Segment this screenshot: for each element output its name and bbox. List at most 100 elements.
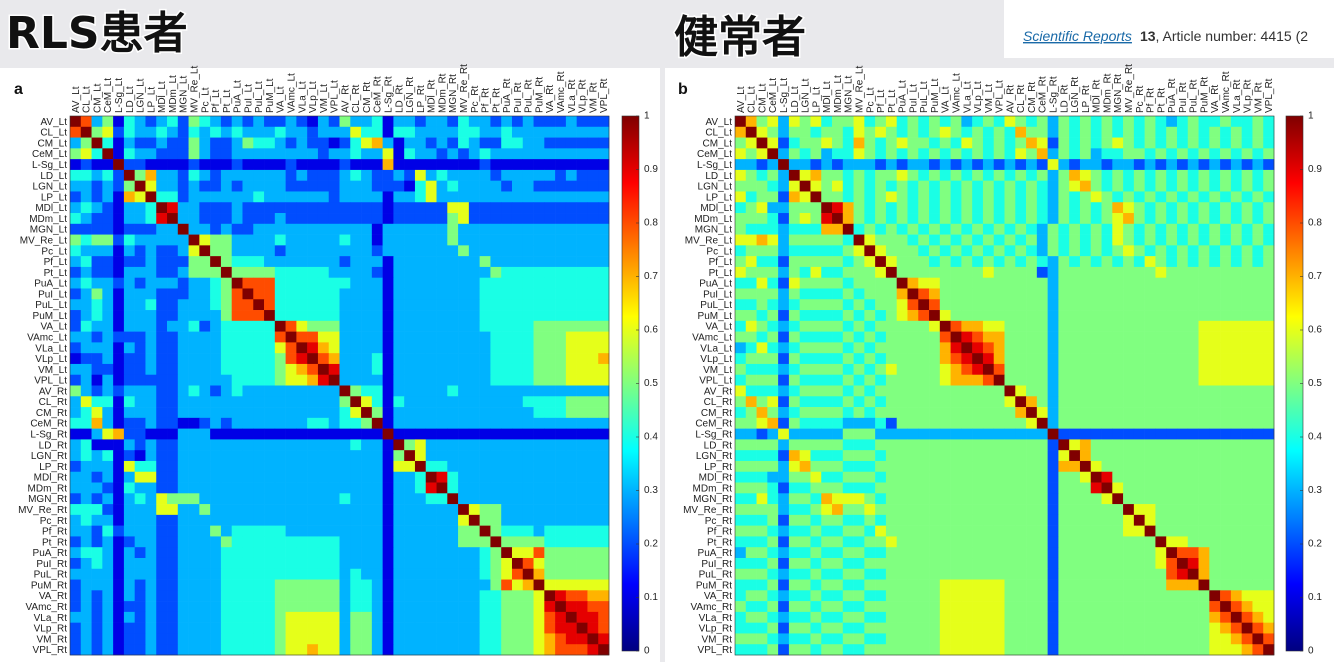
heatmap-cell xyxy=(490,223,502,235)
heatmap-cell xyxy=(1209,514,1221,526)
heatmap-cell xyxy=(1144,482,1156,494)
heatmap-cell xyxy=(1112,590,1124,602)
heatmap-cell xyxy=(929,590,941,602)
heatmap-cell xyxy=(134,266,146,278)
heatmap-cell xyxy=(767,353,779,365)
heatmap-cell xyxy=(317,245,330,257)
heatmap-cell xyxy=(1198,148,1210,160)
heatmap-cell xyxy=(285,374,297,386)
heatmap-cell xyxy=(350,320,362,332)
heatmap-cell xyxy=(253,590,265,602)
heatmap-cell xyxy=(145,180,157,192)
heatmap-cell xyxy=(1112,363,1124,376)
heatmap-cell xyxy=(145,504,157,516)
heatmap-cell xyxy=(1112,116,1124,128)
heatmap-cell xyxy=(1026,493,1038,505)
heatmap-cell xyxy=(864,385,876,397)
heatmap-cell xyxy=(70,137,82,149)
heatmap-cell xyxy=(1209,407,1221,419)
heatmap-cell xyxy=(522,256,534,268)
heatmap-cell xyxy=(328,460,340,473)
heatmap-cell xyxy=(468,514,480,526)
heatmap-cell xyxy=(188,245,200,257)
heatmap-cell xyxy=(745,385,757,397)
heatmap-cell xyxy=(70,514,82,526)
heatmap-cell xyxy=(404,417,416,429)
heatmap-cell xyxy=(993,407,1005,419)
heatmap-cell xyxy=(799,245,811,257)
heatmap-cell xyxy=(950,536,962,548)
heatmap-cell xyxy=(961,213,973,225)
heatmap-cell xyxy=(1015,428,1027,440)
heatmap-cell xyxy=(350,407,362,419)
heatmap-cell xyxy=(929,223,941,235)
heatmap-cell xyxy=(522,547,534,559)
heatmap-cell xyxy=(113,482,125,494)
heatmap-cell xyxy=(145,213,157,225)
colorbar-tick-label: 0.3 xyxy=(644,485,658,496)
heatmap-cell xyxy=(479,514,491,526)
heatmap-cell xyxy=(982,288,995,300)
heatmap-cell xyxy=(1047,320,1059,332)
heatmap-cell xyxy=(832,536,844,548)
heatmap-cell xyxy=(735,213,747,225)
heatmap-cell xyxy=(1004,568,1016,580)
heatmap-cell xyxy=(950,428,962,440)
heatmap-cell xyxy=(842,504,854,516)
heatmap-cell xyxy=(145,568,157,580)
heatmap-cell xyxy=(1155,213,1167,225)
heatmap-cell xyxy=(339,213,351,225)
heatmap-cell xyxy=(533,299,545,311)
heatmap-cell xyxy=(393,385,405,397)
heatmap-cell xyxy=(961,536,973,548)
heatmap-cell xyxy=(307,116,319,128)
heatmap-cell xyxy=(1047,256,1059,268)
heatmap-cell xyxy=(875,407,887,419)
heatmap-cell xyxy=(1198,191,1210,203)
heatmap-cell xyxy=(361,331,373,343)
heatmap-cell xyxy=(735,439,747,451)
heatmap-cell xyxy=(555,363,567,376)
heatmap-cell xyxy=(134,137,146,149)
heatmap-cell xyxy=(853,256,865,268)
heatmap-cell xyxy=(1230,504,1242,516)
heatmap-cell xyxy=(778,137,790,149)
heatmap-cell xyxy=(393,417,405,429)
heatmap-cell xyxy=(361,633,373,645)
heatmap-cell xyxy=(156,148,168,160)
heatmap-cell xyxy=(458,460,470,473)
heatmap-cell xyxy=(479,460,491,473)
heatmap-cell xyxy=(576,514,588,526)
heatmap-cell xyxy=(598,202,610,214)
heatmap-cell xyxy=(382,633,394,645)
heatmap-cell xyxy=(242,277,254,289)
row-label: PuA_Lt xyxy=(34,279,67,290)
heatmap-cell xyxy=(1015,385,1027,397)
heatmap-cell xyxy=(555,644,567,656)
heatmap-cell xyxy=(1112,407,1124,419)
heatmap-cell xyxy=(1069,310,1081,322)
heatmap-cell xyxy=(414,245,427,257)
heatmap-cell xyxy=(544,116,556,128)
heatmap-cell xyxy=(1069,493,1081,505)
heatmap-cell xyxy=(70,288,82,300)
heatmap-cell xyxy=(1047,299,1059,311)
heatmap-cell xyxy=(1123,245,1135,257)
heatmap-cell xyxy=(1090,482,1102,494)
heatmap-cell xyxy=(533,450,545,462)
heatmap-cell xyxy=(339,159,351,171)
heatmap-cell xyxy=(885,568,897,580)
heatmap-cell xyxy=(799,557,811,570)
heatmap-cell xyxy=(576,493,588,505)
heatmap-cell xyxy=(188,288,200,300)
heatmap-cell xyxy=(468,288,480,300)
heatmap-cell xyxy=(145,514,157,526)
heatmap-cell xyxy=(70,428,82,440)
heatmap-cell xyxy=(756,439,768,451)
row-label: PuI_Rt xyxy=(36,559,67,570)
heatmap-cell xyxy=(220,504,232,516)
heatmap-cell xyxy=(1241,407,1253,419)
heatmap-cell xyxy=(1090,331,1102,343)
journal-link[interactable]: Scientific Reports xyxy=(1023,28,1132,44)
heatmap-cell xyxy=(1230,460,1242,473)
